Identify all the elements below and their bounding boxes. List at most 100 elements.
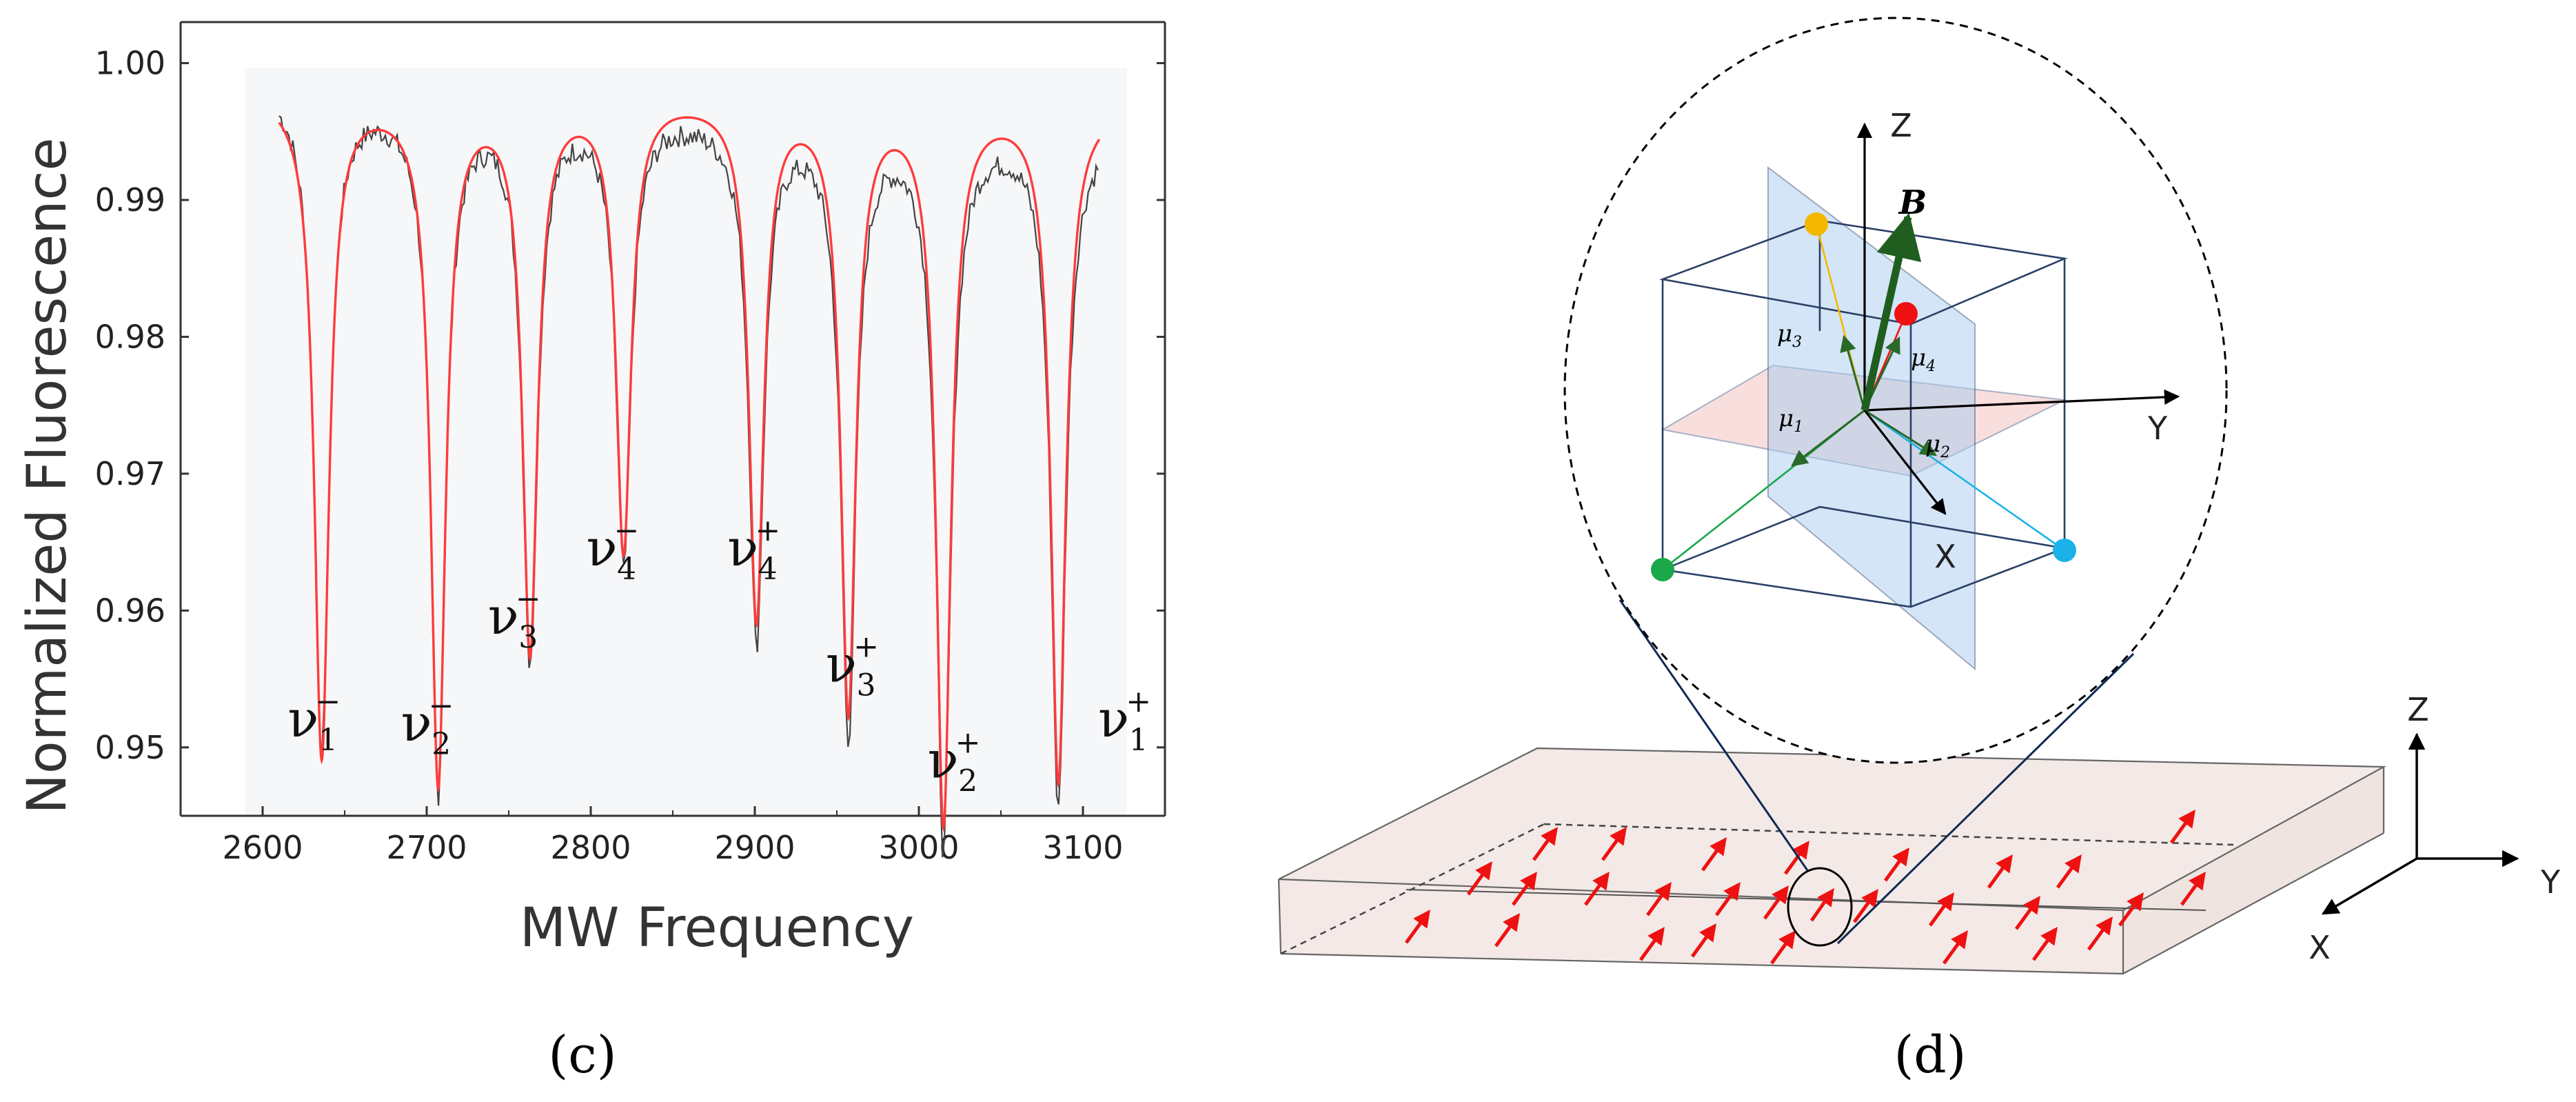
zoom-line-right	[1836, 652, 2135, 945]
panel-c: 0.95 0.96 0.97 0.98 0.99 1.00 2600 2700 2800 290…	[17, 21, 1166, 1085]
mu-arrows	[1791, 334, 1938, 467]
mu1-arrow	[1791, 409, 1865, 467]
dip-label-sub: 4	[758, 552, 778, 587]
spin-arrow	[1763, 885, 1789, 920]
zoom-circle-small	[1787, 867, 1853, 947]
spin-arrow	[1942, 930, 1968, 965]
spin-arrow	[2169, 809, 2195, 844]
inset-axis-x	[1863, 410, 1947, 515]
spin-arrow-highlighted	[1809, 888, 1834, 922]
spin-arrow	[1601, 826, 1627, 861]
dip-label-sup: −	[315, 684, 341, 719]
y-tick-label: 0.98	[95, 318, 165, 355]
x-tick-label: 2900	[714, 829, 795, 866]
dip-label-sub: 4	[617, 552, 636, 587]
dip-label-6: ν+3	[826, 630, 879, 703]
x-tick-label: 3000	[878, 829, 959, 866]
spin-arrow	[1987, 854, 2013, 889]
spin-arrow	[2014, 895, 2040, 930]
spin-arrow	[2118, 892, 2144, 927]
plot-background	[245, 68, 1127, 816]
spin-arrow	[1852, 888, 1878, 923]
dip-label-sub: 2	[432, 727, 451, 762]
zoom-line-left	[1619, 599, 1809, 871]
inset-axis-y	[1864, 389, 2180, 412]
dip-label-sup: +	[1126, 684, 1151, 719]
fit-series-line	[278, 116, 1101, 832]
mu2-arrow	[1864, 409, 1938, 457]
spin-arrow	[1769, 930, 1796, 965]
inset-axis-y-label: Y	[2147, 410, 2168, 447]
x-tick-label: 2800	[550, 829, 631, 866]
dip-label-7: ν+2	[928, 725, 981, 799]
slab-dashed-back	[1543, 823, 2234, 846]
y-tick-label: 0.96	[95, 592, 165, 629]
y-ticks: 0.95 0.96 0.97 0.98 0.99 1.00	[95, 45, 1165, 766]
dip-label-4: ν− 4	[587, 513, 640, 587]
dip-labels: ν−1 ν−2ν−3ν−4 ν+4ν+3ν+2ν+1	[287, 513, 1151, 799]
dip-label-sup: −	[516, 581, 541, 617]
dip-label-sub: 1	[318, 723, 338, 758]
mu2-label: μ2	[1925, 430, 1950, 461]
spin-arrow	[1701, 836, 1727, 872]
mu1-label: μ1	[1778, 405, 1803, 436]
dip-label-5: ν+4	[727, 513, 780, 587]
panel-d: Z Y X	[1277, 17, 2561, 1085]
dip-label-3: ν−3	[488, 581, 541, 655]
dip-label-2: ν− 2	[401, 688, 454, 762]
vertex-blue	[2053, 539, 2076, 562]
slab-axis-y-label: Y	[2540, 863, 2561, 901]
dip-label-sup: −	[614, 513, 640, 548]
dip-label-sup: −	[429, 688, 454, 723]
dip-label-main: ν	[287, 690, 318, 749]
x-tick-label: 2600	[222, 829, 303, 866]
inset-axis-x-label: X	[1934, 538, 1956, 575]
bond-blue	[1864, 409, 2065, 552]
spin-arrow	[1645, 881, 1672, 916]
slab-axis-x-label: X	[2309, 929, 2331, 966]
dip-label-main: ν	[1098, 690, 1129, 749]
b-field-label: B	[1898, 183, 1927, 222]
spin-arrow	[1532, 826, 1558, 861]
y-tick-label: 1.00	[95, 45, 165, 82]
spin-arrow	[1494, 912, 1520, 948]
slab-side-face	[2123, 767, 2384, 974]
spin-arrow	[2180, 871, 2206, 906]
mu4-label: μ4	[1911, 344, 1936, 375]
panel-d-label: (d)	[1894, 1025, 1966, 1085]
x-axis-title: MW Frequency	[520, 897, 914, 959]
cube-edges	[1659, 219, 2068, 608]
x-tick-label: 3100	[1042, 829, 1123, 866]
spin-arrow	[1714, 881, 1741, 916]
b-field-arrow	[1860, 212, 1922, 412]
y-tick-label: 0.95	[95, 729, 165, 766]
y-axis-title: Normalized Fluorescence	[17, 138, 79, 814]
dip-label-main: ν	[488, 587, 519, 646]
dip-label-sub: 3	[518, 620, 538, 655]
slab-top-face	[1279, 748, 2384, 910]
dip-label-sup: +	[755, 513, 780, 548]
slab-dashed-left	[1280, 823, 1545, 955]
spin-arrow	[1583, 871, 1610, 906]
dip-label-main: ν	[928, 730, 959, 790]
spin-arrow	[1404, 909, 1430, 944]
dip-label-sup: +	[955, 725, 981, 760]
dip-label-main: ν	[587, 519, 618, 578]
spin-arrow	[2056, 854, 2082, 889]
dip-label-8: ν+1	[1098, 684, 1151, 758]
crystal-cell: Z Y X B μ3 μ4 μ1 μ2	[1651, 107, 2180, 671]
dip-label-sup: +	[853, 630, 879, 665]
dip-label-main: ν	[401, 694, 432, 753]
dip-label-sub: 3	[857, 668, 876, 703]
dip-label-main: ν	[826, 635, 857, 694]
dip-label-sub: 1	[1129, 723, 1148, 758]
spin-arrow	[1639, 926, 1665, 961]
dip-label-1: ν− 1	[287, 684, 341, 758]
spin-arrow	[1883, 847, 1909, 882]
spin-arrow	[2087, 916, 2113, 951]
vertex-red	[1894, 302, 1918, 325]
vertex-yellow	[1805, 212, 1828, 236]
spin-arrows	[1404, 809, 2206, 965]
dip-label-sub: 2	[958, 763, 977, 799]
